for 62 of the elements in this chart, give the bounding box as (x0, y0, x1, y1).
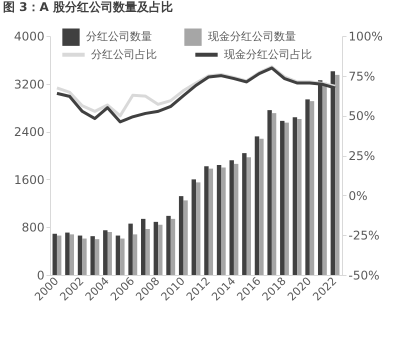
bar (204, 166, 209, 275)
bar (158, 224, 162, 275)
bar (221, 167, 226, 275)
y-tick-label: 3200 (14, 77, 44, 92)
y-tick-label: 4000 (14, 30, 44, 44)
bar (170, 218, 176, 275)
bar (56, 236, 62, 275)
bar (65, 232, 70, 275)
bar (116, 236, 120, 275)
bar (230, 160, 234, 275)
y2-tick-label: 100% (348, 30, 383, 44)
bar (192, 179, 196, 275)
bar (292, 117, 298, 275)
bar (216, 165, 222, 275)
bar (94, 239, 100, 275)
bar (234, 164, 238, 275)
bar (335, 74, 340, 275)
bar (141, 218, 146, 275)
bar (183, 200, 188, 275)
bar (254, 136, 260, 275)
bar (297, 119, 302, 275)
y2-tick-label: 25% (348, 149, 376, 163)
y-tick-label: 0 (36, 268, 44, 282)
bar (52, 234, 57, 275)
bar (70, 234, 74, 275)
bar (82, 238, 87, 275)
y-tick-label: 1600 (14, 172, 44, 187)
legend-label: 分红公司数量 (86, 30, 152, 44)
bar (78, 236, 82, 275)
y-tick-label: 800 (22, 220, 44, 235)
bar (208, 168, 214, 275)
bar (246, 157, 251, 275)
bar (120, 238, 125, 275)
bar (128, 224, 133, 275)
y-tick-label: 2400 (14, 125, 44, 140)
bar (132, 234, 138, 275)
bar (272, 113, 276, 275)
chart-title: 图 3：A 股分红公司数量及占比 (3, 0, 173, 14)
legend-label: 分红公司占比 (91, 48, 157, 61)
bar (108, 232, 112, 275)
bar (90, 236, 95, 275)
bar (267, 110, 272, 275)
bar (166, 216, 171, 275)
y2-tick-label: -25% (348, 228, 380, 243)
bar (322, 82, 327, 275)
y2-tick-label: 0% (348, 188, 368, 203)
bar (280, 120, 284, 275)
bar (284, 122, 289, 275)
legend-label: 现金分红公司数量 (208, 30, 296, 44)
y2-tick-label: 75% (348, 69, 376, 84)
bar (196, 182, 200, 275)
bar (242, 153, 247, 275)
bar (178, 196, 184, 275)
legend-label: 现金分红公司占比 (224, 48, 312, 61)
y2-tick-label: 50% (348, 109, 376, 124)
bar (259, 138, 264, 275)
bar (305, 99, 310, 275)
bar (103, 230, 108, 275)
bar (154, 222, 158, 275)
y2-tick-label: -50% (348, 268, 380, 282)
bar (310, 101, 314, 275)
bar (145, 228, 150, 275)
